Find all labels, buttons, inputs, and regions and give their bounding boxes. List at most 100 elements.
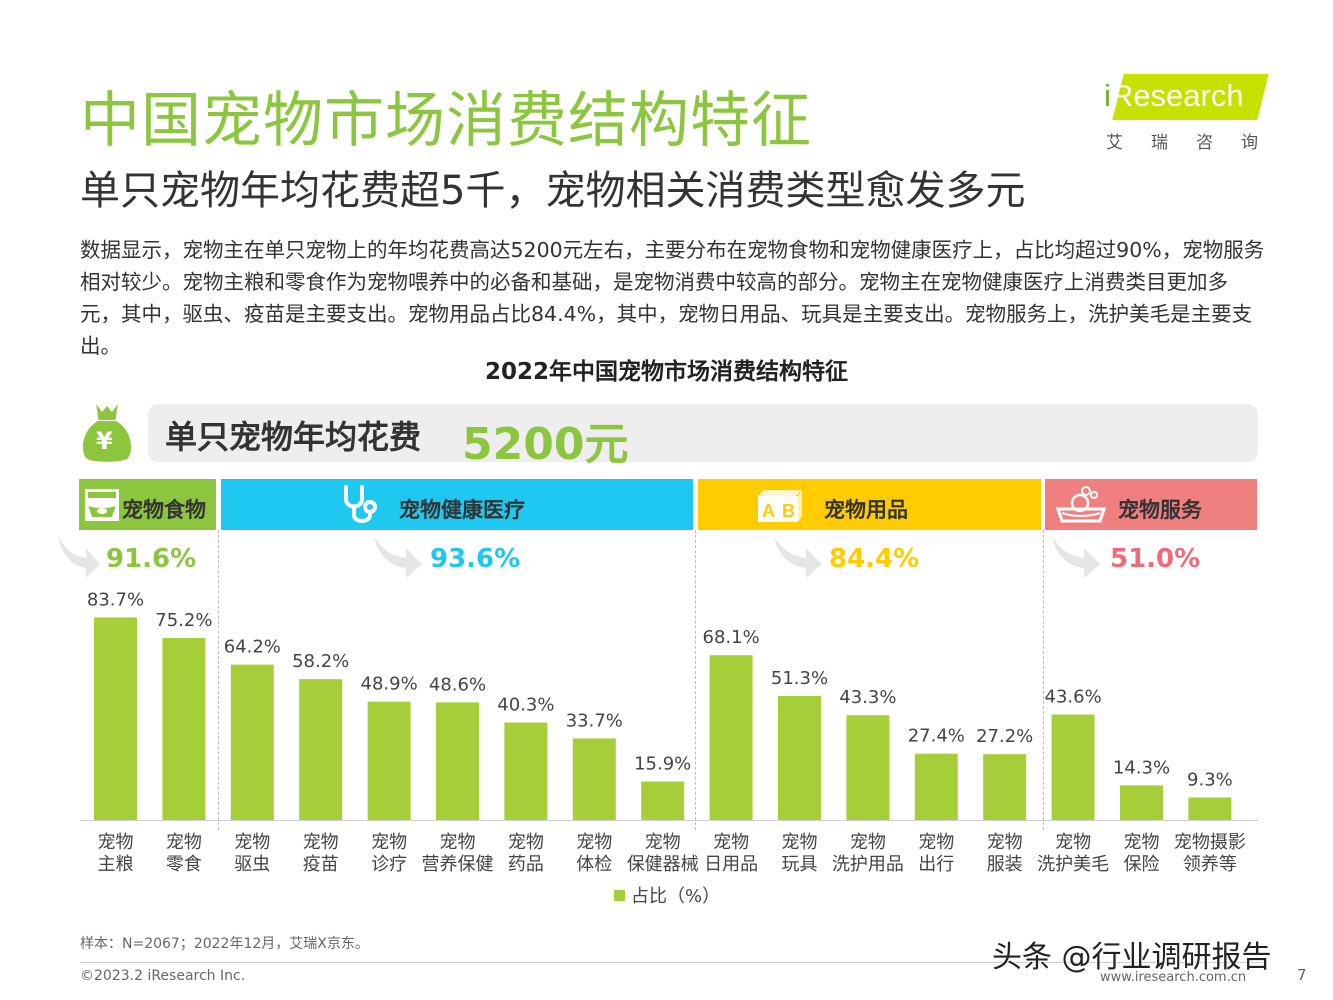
data-label: 51.3% [771, 668, 828, 689]
group-divider [218, 530, 219, 830]
tick-label: 宠物 [576, 832, 612, 853]
tick-label: 营养保健 [422, 854, 494, 875]
money-bag-icon: ¥ [78, 400, 136, 464]
data-label: 83.7% [87, 589, 144, 610]
bar [572, 738, 616, 820]
group-divider [695, 530, 696, 830]
data-label: 27.2% [976, 726, 1033, 747]
category-label-services: 宠物服务 [1118, 498, 1202, 522]
data-label: 43.6% [1045, 686, 1102, 707]
bar [94, 617, 137, 820]
bar [641, 781, 685, 820]
chart-legend: 占比（%） [614, 882, 720, 908]
bar [299, 679, 343, 820]
arrow-decoration-food [56, 532, 102, 584]
category-header-supplies [698, 479, 1041, 530]
tick-label: 保险 [1124, 854, 1160, 875]
tick-label: 宠物 [1124, 832, 1160, 853]
spend-value: 5200元 [462, 419, 629, 470]
tick-label: 宠物 [371, 832, 407, 853]
arrow-decoration-services [1050, 532, 1102, 584]
tick-label: 领养等 [1183, 854, 1237, 875]
tick-label: 保健器械 [627, 854, 699, 875]
group-divider [1043, 530, 1044, 830]
tick-label: 宠物 [303, 832, 339, 853]
legend-label: 占比（%） [631, 886, 721, 907]
data-label: 9.3% [1187, 769, 1233, 790]
tick-label: 宠物 [918, 832, 954, 853]
copyright: ©2023.2 iResearch Inc. [80, 968, 246, 984]
logo-text: iResearch [1104, 78, 1244, 114]
data-label: 58.2% [292, 651, 349, 672]
tick-label: 药品 [508, 854, 544, 875]
tick-label: 宠物 [782, 832, 818, 853]
data-label: 48.9% [361, 674, 418, 695]
bar [504, 722, 548, 820]
category-header-health [221, 479, 693, 530]
spend-label: 单只宠物年均花费 [165, 418, 422, 456]
footer-divider [80, 962, 1265, 963]
bar [1188, 797, 1232, 820]
bar [1120, 785, 1163, 820]
watermark: 头条 @行业调研报告 [992, 940, 1272, 975]
bar [846, 715, 890, 820]
category-pct-food: 91.6% [106, 544, 197, 574]
bar [709, 655, 753, 820]
tick-label: 主粮 [98, 854, 134, 875]
bar [778, 695, 821, 820]
data-label: 27.4% [908, 726, 965, 747]
tick-label: 日用品 [704, 854, 758, 875]
category-pct-supplies: 84.4% [829, 544, 920, 574]
source-note: 样本：N=2067；2022年12月，艾瑞X京东。 [80, 936, 369, 952]
bar [914, 753, 958, 820]
tick-label: 宠物 [645, 832, 681, 853]
tick-label: 宠物 [987, 832, 1023, 853]
category-pct-health: 93.6% [430, 544, 521, 574]
tick-label: 体检 [576, 854, 612, 875]
data-label: 75.2% [155, 610, 212, 631]
bar [436, 702, 479, 820]
bar [1051, 714, 1095, 820]
category-pct-services: 51.0% [1110, 544, 1201, 574]
bar [983, 754, 1027, 820]
data-label: 40.3% [497, 694, 554, 715]
data-label: 64.2% [224, 637, 281, 658]
chart-title: 2022年中国宠物市场消费结构特征 [484, 359, 848, 385]
legend-swatch [614, 890, 625, 901]
logo-letter-i: i [1104, 78, 1111, 113]
tick-label: 宠物 [508, 832, 544, 853]
tick-label: 洗护美毛 [1037, 854, 1109, 875]
tick-label: 零食 [166, 854, 202, 875]
tick-label: 出行 [918, 854, 954, 875]
svg-text:A: A [762, 501, 775, 521]
data-label: 15.9% [634, 754, 691, 775]
yuan-symbol: ¥ [96, 427, 113, 455]
ab-blocks-icon: A B [756, 486, 804, 528]
category-label-health: 宠物健康医疗 [399, 498, 525, 522]
tick-label: 疫苗 [303, 854, 339, 875]
page-number: 7 [1297, 966, 1307, 984]
iresearch-logo: iResearch 艾瑞咨询 [1100, 72, 1269, 154]
data-label: 14.3% [1113, 757, 1170, 778]
tick-label: 驱虫 [234, 854, 270, 875]
tick-label: 玩具 [782, 854, 818, 875]
tick-label: 宠物摄影 [1174, 832, 1246, 853]
tick-label: 宠物 [713, 832, 749, 853]
tick-label: 宠物 [234, 832, 270, 853]
page-title: 中国宠物市场消费结构特征 [80, 86, 812, 156]
pet-bath-icon [1055, 483, 1107, 531]
bar [367, 701, 411, 820]
svg-text:B: B [782, 501, 795, 521]
pet-bowl-icon [84, 487, 120, 527]
website-url: www.iresearch.com.cn [1100, 970, 1247, 985]
bar [230, 664, 274, 820]
tick-label: 宠物 [1055, 832, 1091, 853]
data-label: 68.1% [703, 627, 760, 648]
spend-banner [148, 404, 1258, 462]
tick-label: 宠物 [98, 832, 134, 853]
stethoscope-icon [338, 483, 382, 531]
tick-label: 宠物 [166, 832, 202, 853]
category-label-supplies: 宠物用品 [824, 498, 908, 522]
logo-chinese-name: 艾瑞咨询 [1106, 133, 1286, 153]
